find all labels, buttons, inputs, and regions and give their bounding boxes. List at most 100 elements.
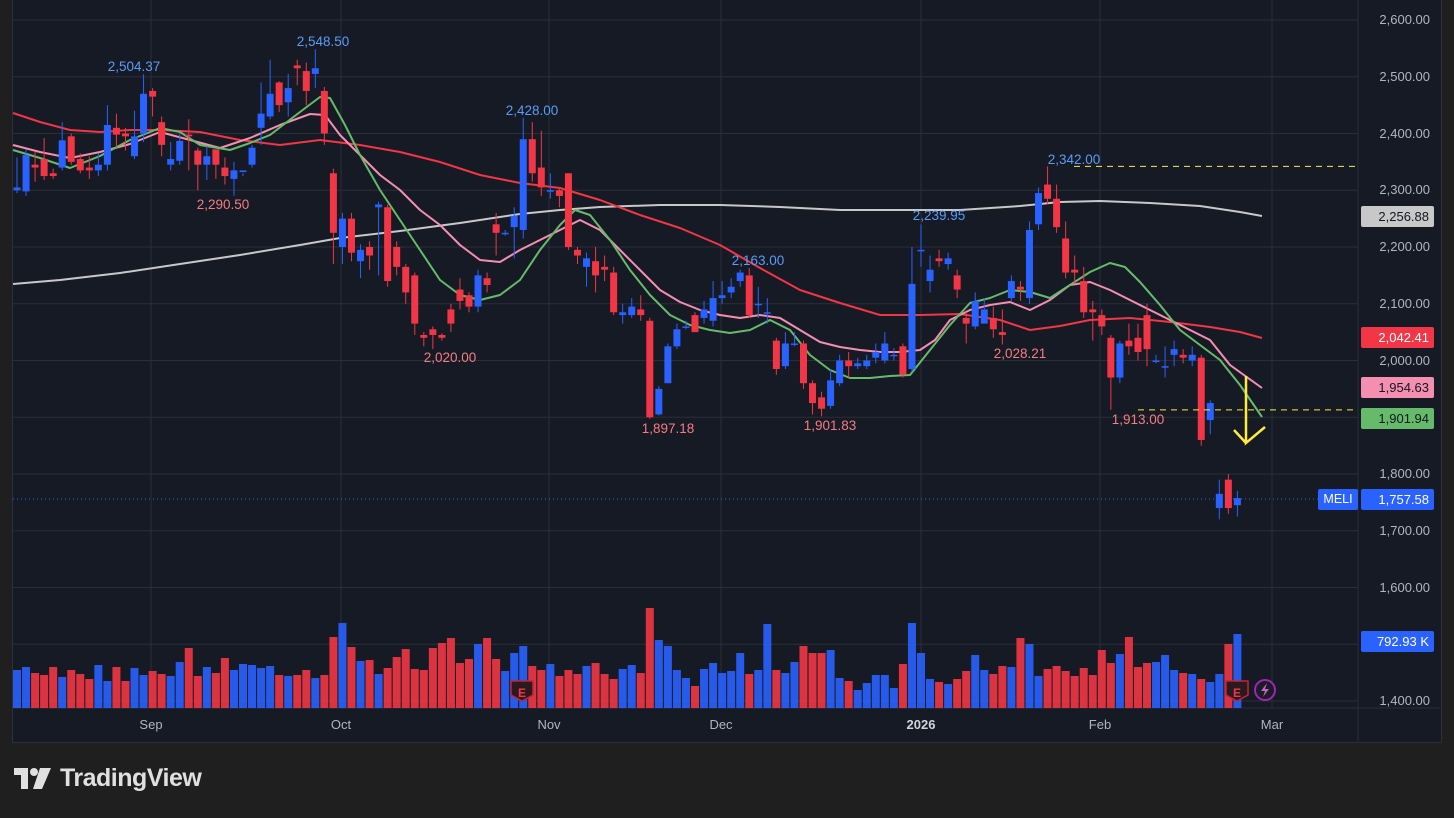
candle-body <box>917 249 925 252</box>
volume-bar <box>13 670 21 708</box>
volume-bar <box>193 676 202 708</box>
volume-bar <box>166 676 175 708</box>
candle-body <box>935 258 943 262</box>
volume-bar <box>58 677 67 708</box>
candle-body <box>402 266 410 293</box>
candle-body <box>411 275 419 324</box>
candle-body <box>682 326 690 328</box>
low-price-label: 2,028.21 <box>993 346 1047 361</box>
volume-bar <box>49 667 58 708</box>
candle-body <box>239 170 247 173</box>
earnings-icon[interactable]: E <box>510 680 534 702</box>
candle-body <box>1161 366 1169 368</box>
candle-body <box>1062 238 1070 273</box>
candle-body <box>1143 315 1151 350</box>
candle-body <box>601 266 609 270</box>
volume-bar <box>926 679 935 708</box>
volume-bar <box>681 678 690 708</box>
volume-bar <box>257 668 266 708</box>
volume-bar <box>329 637 338 708</box>
candle-body <box>248 147 256 165</box>
last-price-price-tag: 1,757.58 <box>1361 489 1434 510</box>
volume-bar <box>573 674 582 708</box>
high-price-label: 2,342.00 <box>1047 152 1101 167</box>
candle-body <box>221 167 229 177</box>
volume-bar <box>1052 666 1061 708</box>
volume-bar <box>745 674 754 708</box>
candle-body <box>1107 337 1115 378</box>
candle-body <box>474 275 482 307</box>
earnings-icon[interactable]: E <box>1225 680 1249 702</box>
candle-body <box>158 122 166 145</box>
candle-body <box>899 346 907 375</box>
volume-bars <box>13 608 1242 708</box>
candle-body <box>736 272 744 282</box>
volume-bar <box>275 675 284 708</box>
volume-bar <box>763 624 772 708</box>
volume-bar <box>302 670 311 708</box>
low-price-label: 1,913.00 <box>1111 412 1165 427</box>
volume-bar <box>220 658 229 708</box>
volume-bar <box>211 673 220 708</box>
volume-bar <box>718 673 727 708</box>
candle-body <box>971 300 979 327</box>
volume-bar <box>1034 676 1043 708</box>
volume-price-tag: 792.93 K <box>1361 631 1434 652</box>
candle-body <box>1197 357 1205 440</box>
candle-body <box>1188 354 1196 361</box>
volume-bar <box>1124 637 1133 708</box>
volume-bar <box>103 681 112 708</box>
volume-bar <box>826 650 835 708</box>
volume-bar <box>537 670 546 708</box>
candle-body <box>266 93 274 117</box>
volume-bar <box>564 670 573 708</box>
svg-text:E: E <box>1233 686 1241 700</box>
volume-bar <box>790 662 799 708</box>
candle-body <box>745 275 753 316</box>
volume-bar <box>1061 671 1070 708</box>
volume-bar <box>293 675 302 708</box>
candle-body <box>302 71 310 91</box>
candle-body <box>49 173 57 177</box>
volume-bar <box>148 671 157 708</box>
candle-body <box>375 204 383 208</box>
candle-body <box>112 127 120 135</box>
candle-body <box>13 187 21 191</box>
time-label: Oct <box>330 717 352 732</box>
tradingview-logo[interactable]: TradingView <box>14 764 202 793</box>
candle-body <box>827 380 835 406</box>
price-label: 2,400.00 <box>1379 125 1430 141</box>
volume-bar <box>446 638 455 708</box>
price-label: 2,200.00 <box>1379 239 1430 254</box>
volume-bar <box>844 681 853 708</box>
volume-bar <box>709 663 718 708</box>
volume-bar <box>284 676 293 708</box>
ma-mid-price-tag: 1,954.63 <box>1361 377 1434 398</box>
candle-body <box>438 334 446 338</box>
low-price-label: 2,290.50 <box>196 197 250 212</box>
volume-bar <box>338 623 347 708</box>
candle-body <box>583 258 591 267</box>
candle-body <box>962 317 970 324</box>
candle-body <box>836 360 844 384</box>
volume-bar <box>455 663 464 708</box>
low-price-label: 1,897.18 <box>641 421 695 436</box>
volume-bar <box>862 683 871 708</box>
volume-bar <box>410 669 419 708</box>
candle-body <box>1053 198 1061 228</box>
candle-body <box>103 124 111 165</box>
candle-body <box>763 312 771 314</box>
volume-bar <box>1133 667 1142 708</box>
ma-200-price-tag: 2,256.88 <box>1361 206 1434 227</box>
candle-body <box>149 90 157 97</box>
candle-body <box>40 159 48 177</box>
volume-bar <box>672 670 681 708</box>
volume-bar <box>356 661 365 708</box>
volume-bar <box>853 690 862 708</box>
volume-bar <box>40 675 49 708</box>
candle-body <box>194 150 202 165</box>
lightning-event-icon[interactable] <box>1254 679 1276 701</box>
candle-body <box>67 136 75 162</box>
volume-bar <box>700 669 709 708</box>
